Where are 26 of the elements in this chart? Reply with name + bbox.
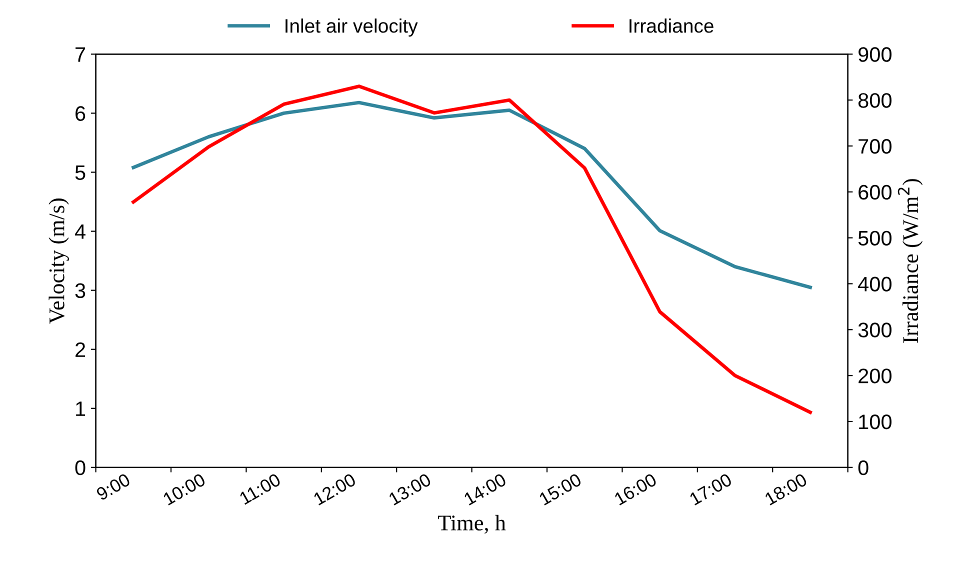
- x-axis-title: Time, h: [438, 514, 506, 534]
- y-tick-label: 1: [76, 402, 86, 416]
- y2-tick-label: 600: [858, 184, 892, 200]
- y2-tick-label: 0: [858, 460, 868, 476]
- y-tick-label: 5: [75, 165, 86, 180]
- y2-axis-title: Irradiance (W/m$^{2}$): [898, 179, 923, 343]
- y2-tick-label: 100: [859, 414, 892, 430]
- legend-label: Irradiance: [630, 18, 714, 33]
- y-tick-label: 2: [76, 342, 86, 357]
- y-tick-label: 4: [74, 224, 86, 239]
- y2-tick-label: 300: [858, 322, 892, 338]
- y2-tick-label: 200: [858, 368, 892, 384]
- y2-tick-label: 500: [858, 230, 892, 246]
- line-series: [132, 84, 812, 414]
- y-tick-label: 0: [75, 460, 86, 476]
- x-tick-label: 9:00: [96, 472, 132, 501]
- y2-tick-label: 900: [858, 47, 892, 62]
- y-axis-title: Velocity (m/s): [48, 198, 69, 324]
- y-tick-label: 6: [76, 106, 86, 121]
- y-tick-label: 7: [76, 47, 86, 62]
- y-tick-label: 3: [75, 283, 86, 298]
- line-series: [132, 100, 812, 290]
- y2-tick-label: 800: [858, 93, 892, 108]
- legend-label: Inlet air velocity: [286, 18, 418, 37]
- y2-tick-label: 700: [858, 138, 892, 154]
- y2-tick-label: 400: [858, 276, 892, 292]
